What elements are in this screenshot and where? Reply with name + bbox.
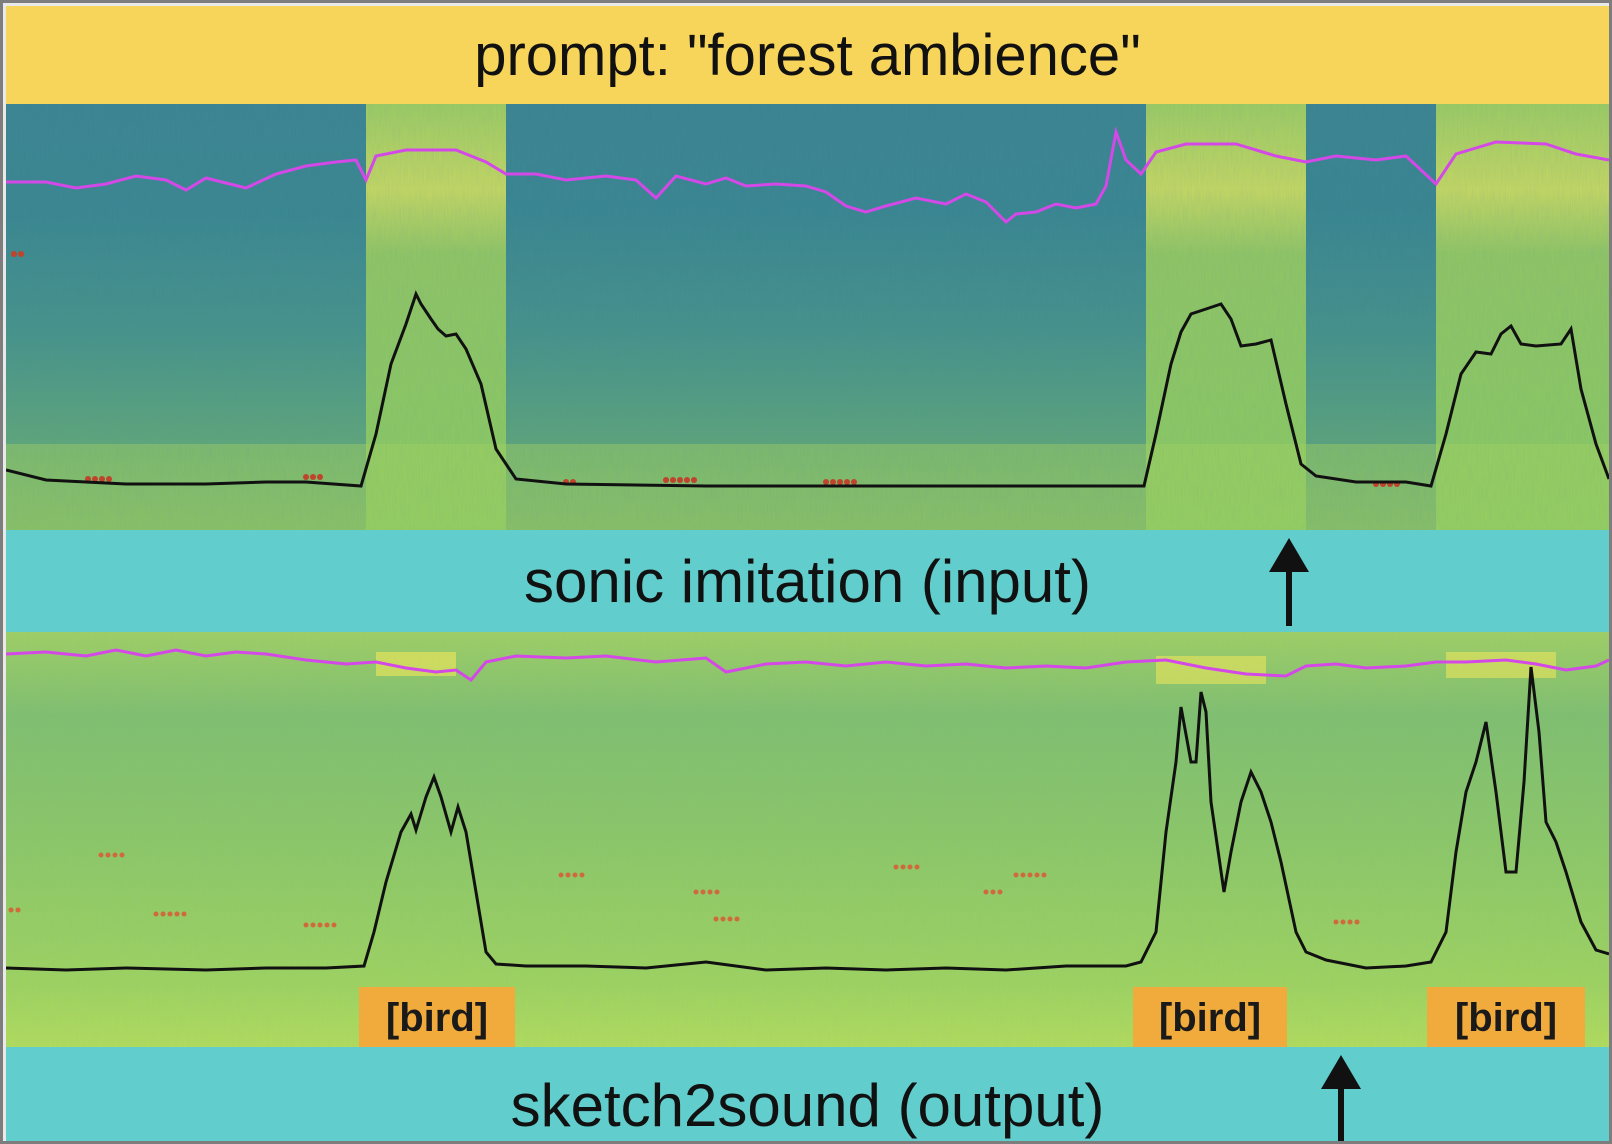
output-spectrogram <box>6 632 1609 1047</box>
prompt-label: prompt: "forest ambience" <box>474 22 1141 88</box>
bird-label-badge: [bird] <box>1133 987 1287 1049</box>
input-label: sonic imitation (input) <box>524 547 1091 615</box>
bird-label: [bird] <box>385 995 489 1040</box>
prompt-banner: prompt: "forest ambience" <box>6 6 1609 104</box>
bird-label: [bird] <box>1158 995 1262 1040</box>
up-arrow-icon <box>1269 538 1309 626</box>
input-loudness-curve <box>6 290 1609 488</box>
output-loudness-curve <box>6 666 1609 972</box>
bird-label-badge: [bird] <box>1427 987 1585 1049</box>
input-spectrogram <box>6 104 1609 530</box>
bird-label-badge: [bird] <box>359 987 515 1049</box>
output-banner: sketch2sound (output) <box>6 1047 1609 1141</box>
input-banner: sonic imitation (input) <box>6 530 1609 632</box>
output-pitch-curve <box>6 648 1609 682</box>
output-onset-dots <box>8 852 1360 928</box>
output-label: sketch2sound (output) <box>510 1072 1105 1139</box>
bird-label: [bird] <box>1454 995 1558 1040</box>
up-arrow-icon <box>1321 1055 1361 1141</box>
input-pitch-curve <box>6 126 1609 225</box>
